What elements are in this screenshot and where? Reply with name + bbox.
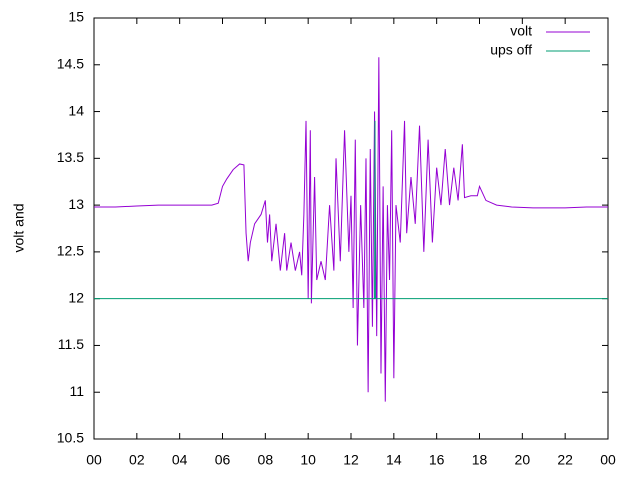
legend-label: ups off: [490, 42, 532, 58]
x-tick-label: 22: [557, 452, 573, 468]
y-tick-label: 10.5: [57, 430, 84, 446]
y-tick-label: 13.5: [57, 149, 84, 165]
x-tick-label: 20: [515, 452, 531, 468]
x-tick-label: 16: [429, 452, 445, 468]
series-line: [94, 57, 608, 402]
y-tick-label: 11.5: [58, 336, 84, 352]
x-tick-label: 00: [86, 452, 102, 468]
plot-frame: [93, 17, 609, 440]
y-tick-label: 13: [68, 196, 84, 212]
x-tick-label: 10: [300, 452, 316, 468]
y-tick-label: 12: [68, 289, 84, 305]
y-tick-label: 15: [68, 9, 84, 25]
x-tick-label: 12: [343, 452, 359, 468]
series-line: [94, 120, 608, 300]
y-tick-label: 14.5: [57, 55, 84, 71]
legend-label: volt: [510, 23, 532, 39]
x-tick-label: 06: [215, 452, 231, 468]
y-tick-label: 11: [69, 383, 84, 399]
x-tick-label: 02: [129, 452, 145, 468]
y-tick-label: 12.5: [57, 243, 84, 259]
x-tick-label: 14: [386, 452, 402, 468]
x-tick-label: 04: [172, 452, 188, 468]
y-tick-label: 14: [68, 102, 84, 118]
y-axis-label: volt and: [11, 203, 27, 252]
x-tick-label: 08: [258, 452, 274, 468]
x-tick-label: 00: [600, 452, 616, 468]
x-tick-label: 18: [472, 452, 488, 468]
